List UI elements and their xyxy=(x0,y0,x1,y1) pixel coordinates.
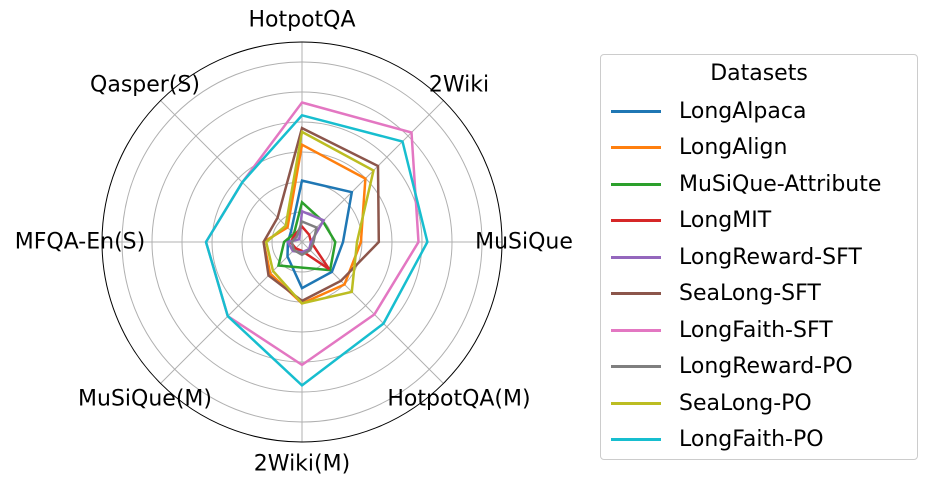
legend-swatch xyxy=(611,365,661,368)
legend-label: LongMIT xyxy=(679,208,772,233)
polar-frame xyxy=(101,41,503,443)
series-line-longalign xyxy=(262,142,367,305)
legend-title: Datasets xyxy=(710,61,808,86)
axis-labels: HotpotQA 2Wiki MuSiQue HotpotQA(M) 2Wiki(M) M… xyxy=(15,8,573,477)
legend-label: MuSiQue-Attribute xyxy=(679,171,882,197)
legend-label: LongFaith-PO xyxy=(679,427,824,452)
axis-label-hotpotqa: HotpotQA xyxy=(248,8,355,33)
legend: Datasets LongAlpaca LongAlign MuSiQue-Attr… xyxy=(600,54,918,460)
legend-label: LongReward-SFT xyxy=(679,244,862,270)
legend-item: LongAlign xyxy=(611,132,787,164)
legend-swatch xyxy=(611,438,661,441)
legend-swatch xyxy=(611,292,661,295)
series-line-musique-attribute xyxy=(276,199,337,272)
legend-swatch xyxy=(611,401,661,405)
legend-item: LongFaith-SFT xyxy=(611,314,833,346)
legend-item: MuSiQue-Attribute xyxy=(611,168,881,200)
series-line-longreward-sft xyxy=(286,209,326,254)
legend-swatch xyxy=(611,146,661,149)
series-line-longfaith-po xyxy=(204,113,429,388)
legend-item: LongFaith-PO xyxy=(611,424,824,456)
axis-label-musique-m-: MuSiQue(M) xyxy=(78,387,212,412)
legend-label: LongAlpaca xyxy=(679,98,807,124)
series-line-sealong-po xyxy=(264,129,375,305)
legend-label: SeaLong-PO xyxy=(679,390,812,416)
axis-label-qasper-s-: Qasper(S) xyxy=(90,73,200,98)
radar-chart: HotpotQA 2Wiki MuSiQue HotpotQA(M) 2Wiki(M) M… xyxy=(15,8,573,477)
legend-item: LongReward-PO xyxy=(611,351,853,383)
legend-item: SeaLong-PO xyxy=(611,387,812,419)
grid-spoke xyxy=(160,100,303,243)
legend-item: LongAlpaca xyxy=(611,95,806,127)
legend-label: LongFaith-SFT xyxy=(679,317,833,343)
series-line-sealong-sft xyxy=(262,126,381,303)
legend-swatch xyxy=(611,255,661,259)
series-line-longreward-po xyxy=(290,219,318,257)
legend-item: LongReward-SFT xyxy=(611,241,862,273)
grid-spoke xyxy=(301,241,444,384)
legend-label: LongAlign xyxy=(679,135,788,160)
axis-label-hotpotqa-m-: HotpotQA(M) xyxy=(387,387,530,412)
legend-swatch xyxy=(611,328,661,332)
legend-label: SeaLong-SFT xyxy=(679,281,821,306)
axis-label-2wiki: 2Wiki xyxy=(429,73,489,98)
legend-label: LongReward-PO xyxy=(679,354,853,379)
legend-swatch xyxy=(611,182,661,186)
axis-label-mfqa-en-s-: MFQA-En(S) xyxy=(15,230,145,255)
series-line-longalpaca xyxy=(286,179,354,290)
axis-label-musique: MuSiQue xyxy=(475,230,573,255)
axis-label-2wiki-m-: 2Wiki(M) xyxy=(254,452,350,477)
grid-spoke xyxy=(160,241,303,384)
legend-item: LongMIT xyxy=(611,205,771,237)
legend-item: SeaLong-SFT xyxy=(611,278,821,310)
legend-swatch xyxy=(611,219,661,222)
legend-swatch xyxy=(611,109,661,113)
series-layer xyxy=(204,101,429,388)
